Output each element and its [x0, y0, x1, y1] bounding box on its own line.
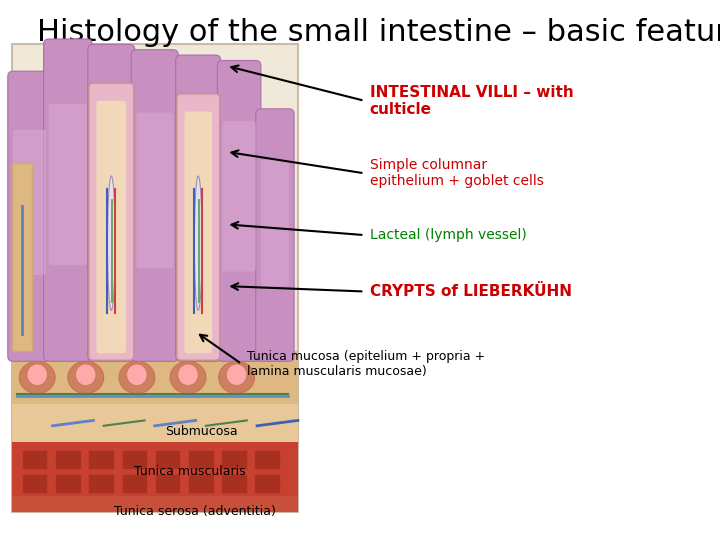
FancyBboxPatch shape	[184, 112, 212, 353]
Bar	[12, 442, 298, 496]
Bar	[12, 404, 298, 442]
Bar	[188, 450, 214, 469]
Bar	[155, 474, 180, 493]
Bar	[12, 44, 298, 512]
FancyBboxPatch shape	[44, 39, 92, 361]
Ellipse shape	[226, 364, 247, 386]
Bar	[188, 474, 214, 493]
FancyBboxPatch shape	[88, 44, 135, 361]
FancyBboxPatch shape	[49, 104, 87, 265]
FancyBboxPatch shape	[89, 83, 134, 360]
FancyBboxPatch shape	[222, 121, 256, 272]
Text: Simple columnar
epithelium + goblet cells: Simple columnar epithelium + goblet cell…	[369, 158, 544, 188]
Bar	[221, 450, 247, 469]
Ellipse shape	[27, 364, 48, 386]
Bar	[12, 350, 298, 404]
Ellipse shape	[76, 364, 96, 386]
Bar	[89, 474, 114, 493]
FancyBboxPatch shape	[13, 130, 46, 275]
Bar	[12, 163, 32, 350]
FancyBboxPatch shape	[96, 101, 126, 353]
Bar	[12, 496, 298, 512]
FancyBboxPatch shape	[93, 109, 130, 267]
FancyBboxPatch shape	[8, 71, 51, 361]
FancyBboxPatch shape	[181, 117, 215, 270]
FancyBboxPatch shape	[256, 109, 294, 361]
FancyBboxPatch shape	[177, 94, 220, 360]
Text: Tunica serosa (adventitia): Tunica serosa (adventitia)	[114, 505, 276, 518]
Text: INTESTINAL VILLI – with
culticle: INTESTINAL VILLI – with culticle	[369, 85, 573, 117]
Text: CRYPTS of LIEBERKÜHN: CRYPTS of LIEBERKÜHN	[369, 284, 572, 299]
Text: Tunica muscularis: Tunica muscularis	[135, 465, 246, 478]
FancyBboxPatch shape	[261, 160, 289, 286]
Bar	[122, 474, 147, 493]
Bar	[221, 474, 247, 493]
Bar	[155, 450, 180, 469]
FancyBboxPatch shape	[136, 113, 174, 268]
Bar	[122, 450, 147, 469]
FancyBboxPatch shape	[131, 50, 179, 361]
Bar	[22, 474, 48, 493]
Bar	[22, 450, 48, 469]
Ellipse shape	[194, 176, 202, 310]
Ellipse shape	[19, 361, 55, 394]
Text: Tunica mucosa (epitelium + propria +
lamina muscularis mucosae): Tunica mucosa (epitelium + propria + lam…	[247, 350, 485, 378]
Text: Submucosa: Submucosa	[165, 424, 238, 437]
Bar	[254, 474, 280, 493]
Bar	[89, 450, 114, 469]
Text: Histology of the small intestine – basic features: Histology of the small intestine – basic…	[37, 17, 720, 46]
Text: Lacteal (lymph vessel): Lacteal (lymph vessel)	[369, 228, 526, 242]
Ellipse shape	[170, 361, 206, 394]
Ellipse shape	[119, 361, 155, 394]
FancyBboxPatch shape	[217, 60, 261, 361]
Ellipse shape	[127, 364, 147, 386]
Bar	[55, 474, 81, 493]
Ellipse shape	[219, 361, 254, 394]
FancyBboxPatch shape	[176, 55, 221, 361]
Bar	[254, 450, 280, 469]
Ellipse shape	[178, 364, 198, 386]
Bar	[55, 450, 81, 469]
Ellipse shape	[68, 361, 104, 394]
Ellipse shape	[107, 176, 115, 310]
